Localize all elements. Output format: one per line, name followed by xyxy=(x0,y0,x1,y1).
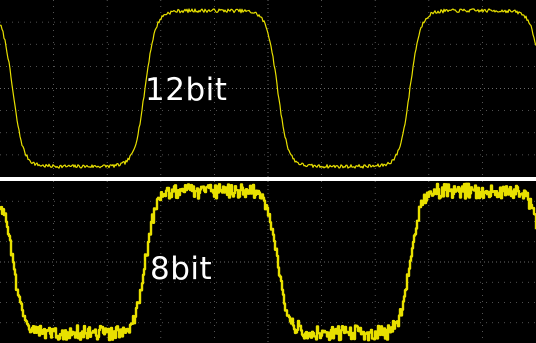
waveform-panel-12bit xyxy=(0,0,536,177)
waveform-trace-12bit xyxy=(0,8,536,169)
waveform-plot-8bit xyxy=(0,181,536,343)
grid-8bit xyxy=(0,181,536,343)
bit-depth-label-12bit: 12bit xyxy=(145,72,228,108)
grid-12bit xyxy=(0,0,536,177)
waveform-panel-8bit xyxy=(0,181,536,343)
waveform-plot-12bit xyxy=(0,0,536,177)
waveform-trace-8bit xyxy=(0,182,536,342)
bit-depth-label-8bit: 8bit xyxy=(150,251,213,287)
